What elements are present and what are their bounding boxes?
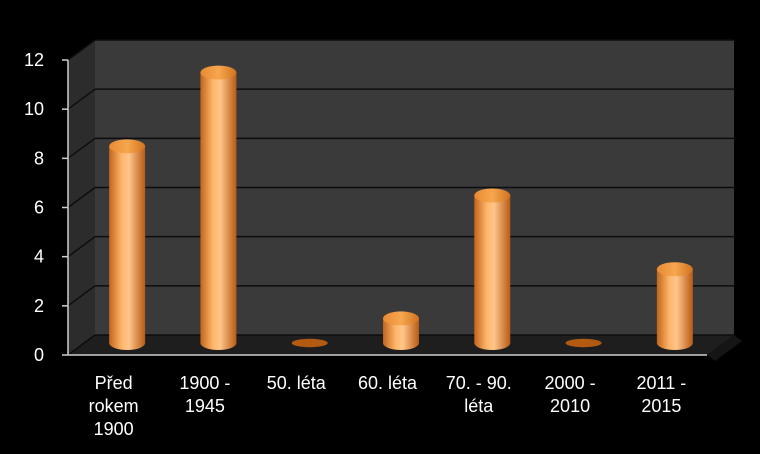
gridline-side	[67, 285, 96, 307]
bar-body	[656, 269, 693, 351]
bar-top	[291, 338, 328, 348]
bar-top	[474, 188, 511, 203]
bar-2	[200, 65, 237, 351]
bar-top	[565, 338, 602, 348]
x-tick-label-line: 2000 -	[545, 373, 596, 393]
x-tick-label-line: 60. léta	[358, 373, 418, 393]
x-tick-label-line: 1900	[94, 419, 134, 439]
x-tick-label: Před rokem 1900	[89, 373, 139, 439]
x-tick-label-line: 2010	[550, 396, 590, 416]
x-tick-label-line: 1945	[185, 396, 225, 416]
x-tick-label-line: léta	[464, 396, 494, 416]
y-axis: 0 2 4 6 8 10 12	[24, 50, 707, 365]
bar-body	[200, 72, 237, 351]
x-tick-label: 60. léta	[358, 373, 418, 393]
gridline-side	[67, 236, 96, 258]
x-tick-label: 50. léta	[267, 373, 327, 393]
gridline-side	[67, 137, 96, 159]
y-tick-label: 12	[24, 50, 44, 70]
x-tick-label: 2011 - 2015	[637, 373, 687, 416]
gridline-side	[67, 186, 96, 209]
bars	[109, 65, 693, 351]
bar-5	[474, 188, 511, 351]
x-tick-label: 1900 - 1945	[179, 373, 230, 416]
y-tick-label: 2	[34, 296, 44, 316]
bar-body	[383, 318, 419, 350]
x-tick-label-line: 1900 -	[179, 373, 230, 393]
gridline-side	[67, 39, 96, 61]
y-tick-label: 8	[34, 148, 44, 168]
y-tick-label: 4	[34, 247, 44, 267]
bar-body	[109, 146, 146, 350]
bar-1	[109, 139, 146, 350]
y-tick-label: 0	[34, 345, 44, 365]
bar-body	[474, 195, 511, 351]
x-tick-label: 70. - 90. léta	[446, 373, 512, 416]
x-tick-label: 2000 - 2010	[545, 373, 596, 416]
gridline-side	[67, 88, 96, 110]
bar-3	[291, 338, 328, 348]
bar-top	[383, 311, 419, 326]
floor-edge	[707, 335, 742, 361]
gridline-side	[67, 334, 96, 356]
x-axis: Před rokem 1900 1900 - 1945 50. léta 60. léta 7…	[89, 373, 687, 439]
x-tick-label-line: rokem	[89, 396, 139, 416]
x-tick-label-line: Před	[95, 373, 133, 393]
bar-4	[383, 311, 419, 350]
bar-top	[109, 139, 146, 154]
bar-top	[200, 65, 237, 80]
x-tick-label-line: 2011 -	[637, 373, 687, 393]
y-tick-label: 6	[34, 198, 44, 218]
bar-top	[656, 262, 693, 277]
bar-6	[565, 338, 602, 348]
y-tick-label: 10	[24, 99, 44, 119]
x-tick-label-line: 2015	[641, 396, 681, 416]
x-tick-label-line: 70. - 90.	[446, 373, 512, 393]
bar-7	[656, 262, 693, 351]
x-tick-label-line: 50. léta	[267, 373, 327, 393]
